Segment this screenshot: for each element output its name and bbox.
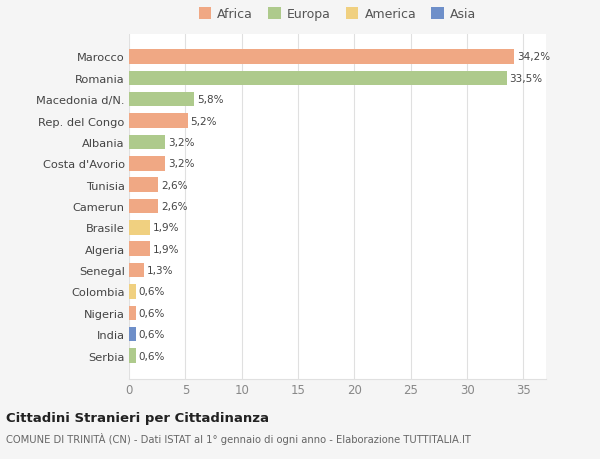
Bar <box>129 157 165 171</box>
Text: 0,6%: 0,6% <box>139 351 165 361</box>
Bar <box>129 327 136 341</box>
Text: 33,5%: 33,5% <box>509 73 542 84</box>
Text: 5,2%: 5,2% <box>190 116 217 126</box>
Bar <box>129 221 151 235</box>
Text: 1,3%: 1,3% <box>146 265 173 275</box>
Text: 34,2%: 34,2% <box>517 52 550 62</box>
Text: 3,2%: 3,2% <box>168 159 194 169</box>
Text: 0,6%: 0,6% <box>139 330 165 340</box>
Legend: Africa, Europa, America, Asia: Africa, Europa, America, Asia <box>199 8 476 21</box>
Text: 0,6%: 0,6% <box>139 308 165 318</box>
Bar <box>129 306 136 320</box>
Text: 1,9%: 1,9% <box>153 223 180 233</box>
Bar <box>129 114 188 129</box>
Text: 5,8%: 5,8% <box>197 95 224 105</box>
Bar <box>129 50 514 65</box>
Bar <box>129 263 143 278</box>
Bar <box>129 72 506 86</box>
Bar <box>129 135 165 150</box>
Text: 1,9%: 1,9% <box>153 244 180 254</box>
Text: COMUNE DI TRINITÀ (CN) - Dati ISTAT al 1° gennaio di ogni anno - Elaborazione TU: COMUNE DI TRINITÀ (CN) - Dati ISTAT al 1… <box>6 432 471 444</box>
Text: Cittadini Stranieri per Cittadinanza: Cittadini Stranieri per Cittadinanza <box>6 411 269 424</box>
Bar <box>129 242 151 257</box>
Bar <box>129 199 158 214</box>
Bar <box>129 348 136 363</box>
Bar <box>129 285 136 299</box>
Text: 2,6%: 2,6% <box>161 202 188 212</box>
Bar <box>129 93 194 107</box>
Text: 2,6%: 2,6% <box>161 180 188 190</box>
Text: 0,6%: 0,6% <box>139 287 165 297</box>
Bar <box>129 178 158 192</box>
Text: 3,2%: 3,2% <box>168 138 194 148</box>
